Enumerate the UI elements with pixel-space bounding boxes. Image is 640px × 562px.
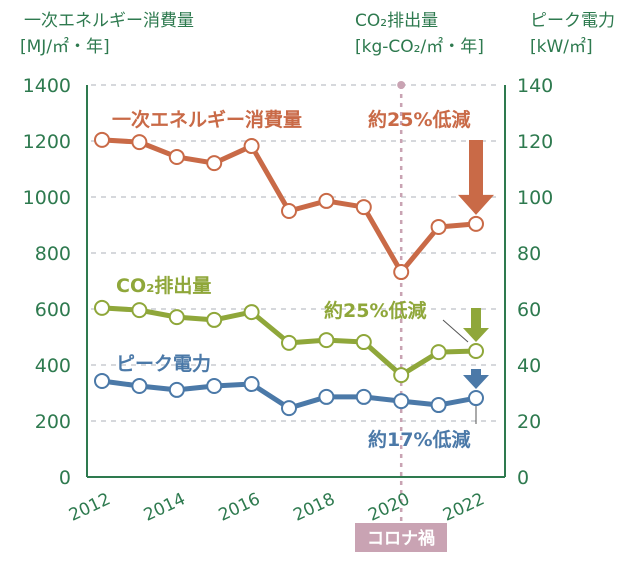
data-point xyxy=(94,299,110,316)
right-tick-label: 120 xyxy=(517,131,553,153)
left-tick-label: 800 xyxy=(35,243,71,265)
left-axis-ticks: 0 200 400 600 800 1000 1200 1400 xyxy=(23,75,71,489)
axes xyxy=(86,85,506,478)
data-point xyxy=(393,367,410,384)
data-point xyxy=(131,134,148,151)
data-point xyxy=(206,155,223,172)
data-point xyxy=(168,309,185,326)
left-tick-label: 400 xyxy=(35,355,71,377)
data-point xyxy=(243,376,260,393)
data-point xyxy=(206,311,223,328)
gridlines xyxy=(91,84,501,422)
left-tick-label: 600 xyxy=(35,299,71,321)
annotation-peak-reduction: 約17%低減 xyxy=(368,428,470,451)
co2-reduction-arrow xyxy=(463,308,489,342)
left-tick-label: 0 xyxy=(59,467,71,489)
reduction-arrows xyxy=(442,140,494,424)
data-point xyxy=(131,302,148,319)
left-tick-label: 1200 xyxy=(23,131,71,153)
x-axis-ticks: 2012 2014 2016 2018 2020 2022 xyxy=(66,489,488,525)
data-point xyxy=(468,390,484,407)
data-point xyxy=(468,215,484,232)
right-tick-label: 100 xyxy=(517,187,553,209)
data-point xyxy=(281,334,297,351)
x-tick-label: 2018 xyxy=(290,489,338,525)
data-point xyxy=(318,332,335,349)
data-point xyxy=(206,378,223,394)
right-tick-label: 20 xyxy=(517,411,541,433)
left-tick-label: 1400 xyxy=(23,75,71,97)
data-point xyxy=(281,400,297,417)
annotation-co2-reduction: 約25%低減 xyxy=(324,299,426,322)
series-label-co2: CO₂排出量 xyxy=(116,274,211,297)
right-tick-label: 80 xyxy=(517,243,541,265)
x-tick-label: 2016 xyxy=(216,489,264,525)
data-point xyxy=(168,381,185,398)
right-tick-label: 0 xyxy=(517,467,529,489)
data-point xyxy=(168,148,185,165)
x-tick-label: 2020 xyxy=(365,489,413,525)
covid-label-box xyxy=(355,523,447,552)
x-tick-label: 2022 xyxy=(440,489,488,525)
covid-event-dot xyxy=(397,81,406,89)
data-point xyxy=(318,388,335,405)
peak-axis-title-line1: ピーク電力 xyxy=(530,11,615,31)
data-point xyxy=(243,304,260,321)
data-point xyxy=(243,138,260,155)
data-point xyxy=(94,372,110,389)
left-axis-title-line2: [MJ/㎡・年] xyxy=(20,37,110,57)
left-tick-label: 1000 xyxy=(23,187,71,209)
data-point xyxy=(430,397,447,414)
data-point xyxy=(355,199,372,216)
co2-annotation-leader xyxy=(442,319,469,343)
data-point xyxy=(318,192,335,209)
left-axis-title-line1: 一次エネルギー消費量 xyxy=(24,11,194,31)
left-tick-label: 200 xyxy=(35,411,71,433)
energy-reduction-arrow xyxy=(458,140,494,215)
covid-label: コロナ禍 xyxy=(367,528,435,549)
data-point xyxy=(355,388,372,405)
data-point xyxy=(430,218,447,235)
right-tick-label: 40 xyxy=(517,355,541,377)
annotation-energy-reduction: 約25%低減 xyxy=(368,108,470,131)
data-point xyxy=(131,378,148,394)
covid-event-marker xyxy=(397,81,406,522)
x-tick-label: 2014 xyxy=(141,489,189,525)
data-point xyxy=(393,393,410,410)
right-axis-ticks: 0 20 40 60 80 100 120 140 xyxy=(517,75,553,489)
right-tick-label: 140 xyxy=(517,75,553,97)
co2-axis-title-line1: CO₂排出量 xyxy=(355,11,438,31)
right-tick-label: 60 xyxy=(517,299,541,321)
co2-axis-title-line2: [kg-CO₂/㎡・年] xyxy=(355,37,484,57)
series-label-energy: 一次エネルギー消費量 xyxy=(112,108,302,131)
data-point xyxy=(430,344,447,361)
peak-reduction-arrow xyxy=(463,369,489,390)
data-point xyxy=(94,131,110,148)
data-point xyxy=(355,334,372,351)
x-tick-label: 2012 xyxy=(66,489,114,525)
series-lines xyxy=(94,131,484,417)
data-point xyxy=(468,343,484,359)
data-point xyxy=(281,203,297,219)
series-label-peak: ピーク電力 xyxy=(116,352,211,375)
data-point xyxy=(393,264,410,281)
peak-axis-title-line2: [kW/㎡] xyxy=(530,37,593,57)
